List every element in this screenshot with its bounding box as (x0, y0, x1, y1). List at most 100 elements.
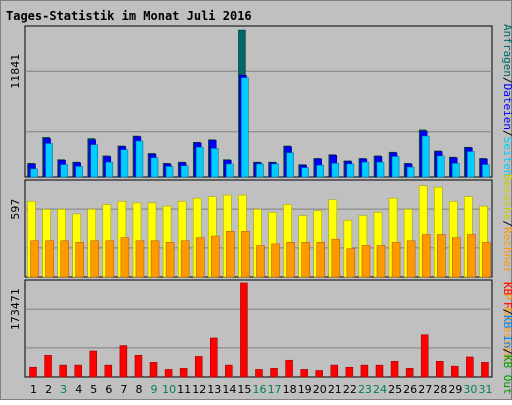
bar-seiten (376, 161, 385, 178)
bar-seiten (452, 163, 460, 178)
bar-seiten (150, 157, 159, 178)
bar-kb-f (435, 361, 444, 378)
bar-seiten (331, 163, 340, 178)
panel-middle: 597 (9, 179, 493, 278)
legend-anfragen: Anfragen (501, 24, 512, 77)
chart-title: Tages-Statistik im Monat Juli 2016 (6, 9, 252, 23)
bar-rechner (45, 240, 54, 278)
x-tick-label: 17 (268, 383, 282, 396)
x-tick-label: 15 (237, 383, 251, 396)
bar-seiten (361, 161, 370, 178)
bar-seiten (271, 163, 279, 178)
bar-seiten (482, 164, 490, 178)
legend-sep: / (501, 348, 512, 355)
bar-rechner (150, 240, 160, 278)
panel-bottom: 173471 (9, 279, 493, 378)
bar-kb-f (179, 368, 188, 378)
bar-kb-f (255, 369, 263, 378)
x-tick-label: 21 (328, 383, 342, 396)
bar-seiten (467, 151, 475, 178)
bar-rechner (376, 245, 386, 278)
x-tick-label: 31 (478, 383, 492, 396)
bar-rechner (180, 240, 190, 278)
bar-kb-f (481, 362, 489, 378)
legend-dateien: Dateien (501, 84, 512, 130)
x-tick-label: 23 (358, 383, 372, 396)
x-tick-label: 26 (403, 383, 417, 396)
legend-besuche: Besuche (501, 174, 512, 220)
bar-kb-f (285, 359, 293, 378)
bar-seiten (135, 140, 144, 178)
bar-kb-f (315, 370, 323, 378)
bar-rechner (75, 242, 84, 278)
bar-rechner (271, 243, 280, 278)
y-max-label-bottom: 173471 (9, 288, 22, 330)
x-tick-label: 5 (90, 383, 97, 396)
bar-seiten (211, 148, 219, 178)
bar-seiten (346, 163, 355, 178)
bar-seiten (316, 164, 324, 178)
bar-rechner (391, 242, 401, 278)
x-tick-label: 24 (373, 383, 387, 396)
bar-kb-f (405, 368, 414, 378)
bar-kb-f (345, 366, 354, 378)
bar-seiten (45, 143, 53, 178)
x-tick-label: 18 (283, 383, 297, 396)
x-tick-label: 22 (343, 383, 357, 396)
y-max-label-top: 11841 (9, 54, 22, 89)
bar-rechner (30, 240, 39, 278)
bar-rechner (316, 242, 325, 278)
bar-rechner (195, 237, 205, 278)
bar-kb-f (149, 362, 158, 378)
bar-rechner (90, 240, 100, 278)
bar-seiten (421, 135, 430, 178)
bar-rechner (482, 242, 491, 278)
legend-rechner: Rechner (IP-Adressen) (501, 227, 512, 366)
legend-seiten: Seiten (501, 137, 512, 177)
bar-kb-f (240, 282, 248, 378)
bar-seiten (406, 166, 415, 178)
bar-kb-f (225, 364, 233, 378)
bar-seiten (105, 161, 114, 178)
bar-kb-f (89, 350, 98, 378)
bar-seiten (195, 146, 204, 178)
panel-frame-bottom (24, 279, 493, 378)
legend-kbin: KB In (501, 315, 512, 348)
bar-kb-f (451, 365, 459, 378)
bar-seiten (90, 144, 99, 178)
bar-kb-f (300, 369, 308, 378)
bar-kb-f (330, 364, 339, 378)
bar-rechner (346, 248, 356, 278)
bar-kb-f (420, 334, 429, 378)
x-tick-label: 11 (177, 383, 191, 396)
chart-panels: 11841 597 173471 (9, 25, 493, 378)
legend-sep: / (501, 130, 512, 137)
bar-seiten (241, 77, 249, 178)
bar-kb-f (44, 355, 52, 378)
y-max-label-middle: 597 (9, 199, 22, 220)
bar-kb-f (74, 364, 82, 378)
legend-sep: / (501, 77, 512, 84)
bar-rechner (135, 240, 145, 278)
x-tick-label: 13 (207, 383, 221, 396)
bar-rechner (211, 235, 220, 278)
bar-rechner (256, 245, 265, 278)
bar-seiten (120, 149, 129, 178)
bar-rechner (241, 231, 250, 278)
bar-rechner (226, 231, 235, 278)
x-tick-label: 7 (120, 383, 127, 396)
bar-kb-f (59, 364, 67, 378)
x-tick-label: 14 (222, 383, 236, 396)
bar-kb-f (360, 364, 369, 378)
bar-kb-f (119, 345, 128, 378)
panel-top: 11841 (9, 25, 493, 178)
bar-seiten (30, 168, 38, 178)
legend-top: Anfragen/Dateien/Seiten (501, 24, 512, 176)
bar-rechner (421, 234, 431, 278)
legend-middle: Besuche /Rechner (IP-Adressen) (501, 174, 512, 366)
bar-seiten (180, 165, 189, 178)
legend-sep: / (501, 309, 512, 316)
bar-kb-f (194, 356, 203, 378)
